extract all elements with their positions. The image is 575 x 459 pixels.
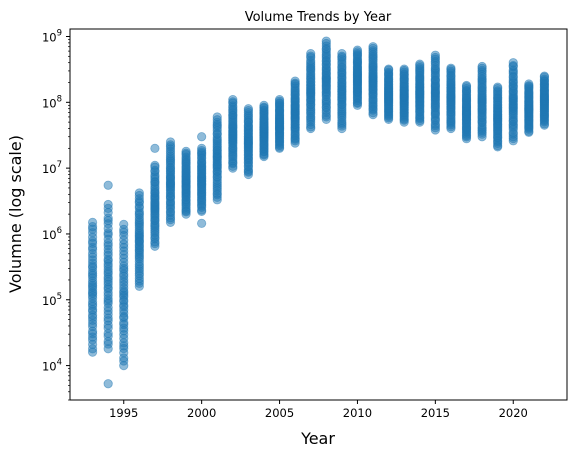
chart-title: Volume Trends by Year bbox=[245, 10, 392, 25]
data-point bbox=[197, 218, 207, 228]
data-point bbox=[524, 79, 534, 89]
data-point bbox=[212, 112, 222, 122]
data-point bbox=[119, 219, 129, 229]
data-point bbox=[337, 48, 347, 59]
data-point bbox=[103, 379, 113, 389]
y-tick-label: 108 bbox=[42, 94, 62, 110]
data-point bbox=[384, 64, 394, 74]
y-tick-label: 109 bbox=[42, 28, 62, 44]
data-point bbox=[399, 64, 409, 74]
data-point bbox=[259, 100, 269, 110]
data-point bbox=[508, 58, 518, 68]
y-tick-label: 104 bbox=[42, 358, 62, 374]
data-point bbox=[306, 48, 316, 59]
x-tick-label: 2020 bbox=[499, 406, 528, 420]
data-point bbox=[493, 82, 503, 92]
y-tick-label: 107 bbox=[42, 160, 62, 176]
data-point bbox=[228, 94, 238, 105]
data-points bbox=[87, 36, 550, 389]
x-tick-label: 1995 bbox=[109, 406, 138, 420]
data-point bbox=[461, 80, 472, 91]
data-point bbox=[103, 180, 113, 190]
data-point bbox=[415, 59, 425, 69]
data-point bbox=[321, 36, 331, 46]
y-tick-label: 105 bbox=[42, 292, 62, 308]
x-axis: 1995 2000 2005 2010 2015 2020 bbox=[109, 400, 528, 420]
data-point bbox=[181, 146, 191, 156]
data-point bbox=[150, 143, 160, 153]
x-tick-label: 2000 bbox=[187, 406, 216, 420]
y-axis-label: Volumne (log scale) bbox=[6, 135, 25, 293]
data-point bbox=[150, 160, 160, 171]
data-point bbox=[197, 132, 207, 142]
plot-frame bbox=[69, 28, 568, 401]
data-point bbox=[477, 61, 487, 72]
data-point bbox=[197, 143, 207, 153]
x-tick-label: 2005 bbox=[265, 406, 294, 420]
data-point bbox=[103, 199, 113, 210]
data-point bbox=[134, 188, 144, 198]
x-tick-label: 2015 bbox=[421, 406, 450, 420]
x-tick-label: 2010 bbox=[343, 406, 372, 420]
data-point bbox=[274, 94, 285, 105]
x-axis-label: Year bbox=[300, 429, 335, 448]
data-point bbox=[352, 45, 363, 55]
data-point bbox=[290, 76, 300, 86]
y-axis: 104 105 106 107 108 109 bbox=[42, 28, 70, 401]
data-point bbox=[243, 104, 253, 114]
data-point bbox=[87, 217, 98, 227]
data-point bbox=[446, 63, 456, 73]
data-point bbox=[165, 137, 176, 147]
y-tick-label: 106 bbox=[42, 226, 62, 242]
data-point bbox=[539, 71, 550, 81]
data-point bbox=[430, 50, 440, 60]
data-point bbox=[368, 42, 378, 52]
